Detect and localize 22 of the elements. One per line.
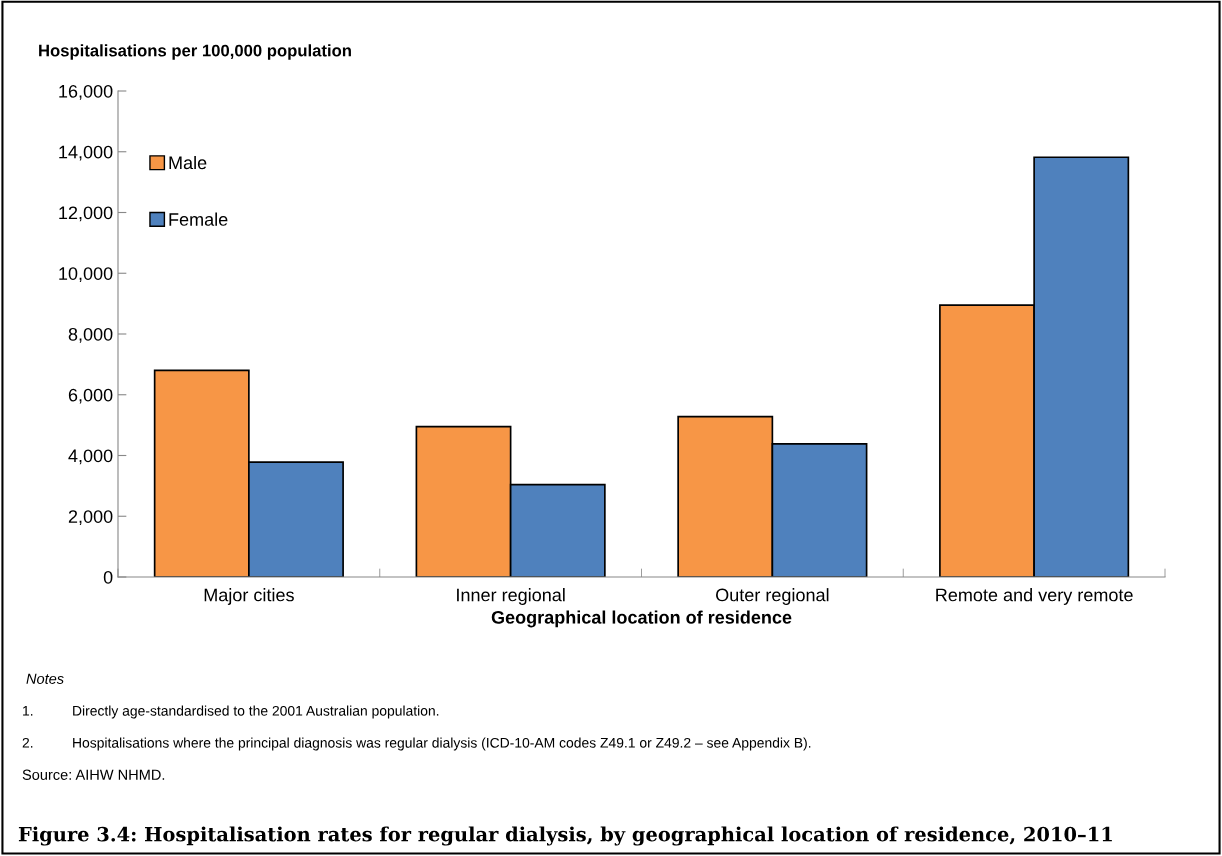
y-tick-label: 6,000 bbox=[68, 388, 113, 404]
y-tick-label: 0 bbox=[103, 570, 113, 584]
x-tick-label: Outer regional bbox=[716, 588, 829, 605]
text: 1. Directly age-standardised to the 2001 Australian population. bbox=[23, 705, 439, 719]
text: 2. Hospitalisations where the principal diagnosis was regular dialysis (ICD-10-AM codes Z49.1 or Z49.2 – see Appendix B). bbox=[22, 737, 811, 751]
text: Notes bbox=[26, 673, 64, 684]
y-tick-label: 16,000 bbox=[59, 84, 113, 100]
x-tick-label: Remote and very remote bbox=[936, 588, 1133, 605]
x-axis-title: Geographical location of residence bbox=[491, 610, 792, 628]
y-axis-title: Hospitalisations per 100,000 population bbox=[39, 44, 351, 60]
y-tick-label: 2,000 bbox=[68, 510, 113, 526]
x-tick-label: Major cities bbox=[204, 588, 294, 605]
source-note: Source: AIHW NHMD. bbox=[22, 769, 165, 780]
x-tick-label: Inner regional bbox=[457, 588, 565, 605]
text: Figure 3.4: Hospitalisation rates for regular dialysis, by geographical location of residence, 2010–11 bbox=[18, 826, 1112, 846]
legend-label: Male bbox=[169, 155, 207, 170]
y-tick-label: 14,000 bbox=[59, 145, 113, 161]
y-tick-label: 4,000 bbox=[68, 449, 113, 465]
y-tick-label: 12,000 bbox=[59, 206, 113, 222]
legend-label: Female bbox=[169, 212, 228, 226]
y-tick-label: 10,000 bbox=[59, 267, 113, 283]
y-tick-label: 8,000 bbox=[68, 327, 113, 343]
